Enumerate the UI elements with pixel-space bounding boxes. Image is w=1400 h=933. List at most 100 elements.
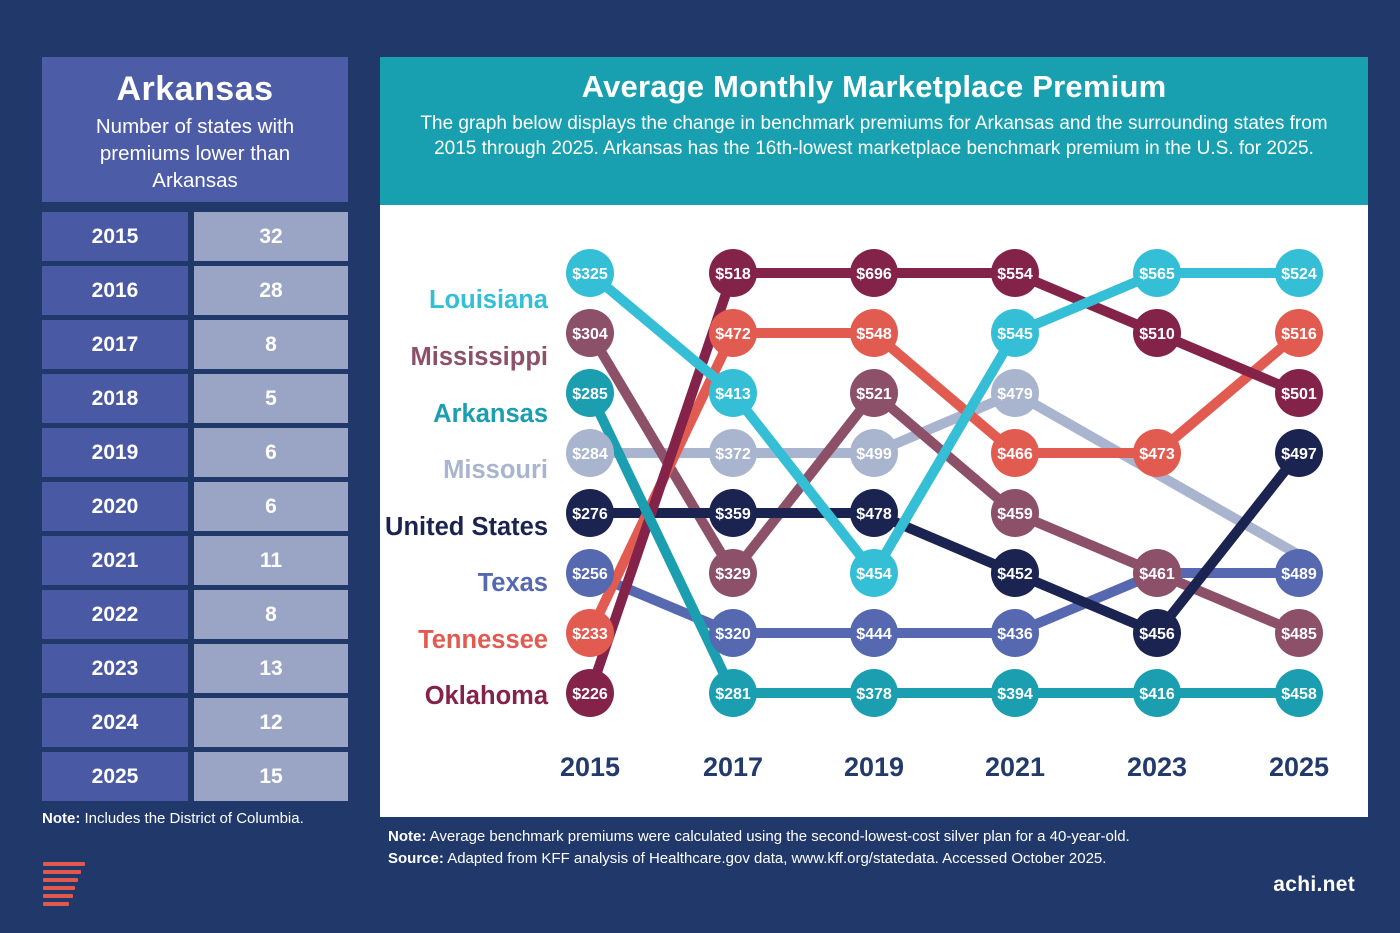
value-label: $497 bbox=[1281, 446, 1317, 463]
marker-louisiana-2021 bbox=[991, 309, 1039, 357]
value-label: $452 bbox=[997, 566, 1033, 583]
count-cell: 8 bbox=[194, 320, 348, 369]
value-label: $461 bbox=[1139, 566, 1175, 583]
value-label: $458 bbox=[1281, 686, 1317, 703]
value-label: $459 bbox=[997, 506, 1033, 523]
value-label: $521 bbox=[856, 386, 892, 403]
states-count-table: 2015 32 2016 28 2017 8 2018 5 2019 6 2020 6 2021 11 20… bbox=[42, 212, 348, 801]
count-cell: 15 bbox=[194, 752, 348, 801]
value-label: $489 bbox=[1281, 566, 1317, 583]
marker-louisiana-2025 bbox=[1275, 249, 1323, 297]
value-label: $359 bbox=[715, 506, 751, 523]
marker-louisiana-2023 bbox=[1133, 249, 1181, 297]
x-tick-2021: 2021 bbox=[985, 752, 1045, 782]
year-cell: 2020 bbox=[42, 482, 188, 531]
marker-missouri-2015 bbox=[566, 429, 614, 477]
note-text: Average benchmark premiums were calculat… bbox=[426, 828, 1130, 845]
marker-louisiana-2017 bbox=[709, 369, 757, 417]
marker-texas-2021 bbox=[991, 609, 1039, 657]
value-label: $499 bbox=[856, 446, 892, 463]
marker-united-states-2025 bbox=[1275, 429, 1323, 477]
series-label-missouri: Missouri bbox=[443, 456, 548, 484]
bump-chart-plot: $284 $372 $499 $479 $256 $320 $444 $436 $489 $304… bbox=[380, 205, 1368, 817]
year-cell: 2017 bbox=[42, 320, 188, 369]
marker-arkansas-2019 bbox=[850, 669, 898, 717]
value-label: $413 bbox=[715, 386, 751, 403]
marker-texas-2017 bbox=[709, 609, 757, 657]
value-label: $554 bbox=[997, 266, 1033, 283]
table-row: 2016 28 bbox=[42, 266, 348, 315]
marker-oklahoma-2025 bbox=[1275, 369, 1323, 417]
count-cell: 5 bbox=[194, 374, 348, 423]
marker-missouri-2019 bbox=[850, 429, 898, 477]
value-label: $696 bbox=[856, 266, 892, 283]
value-label: $325 bbox=[572, 266, 608, 283]
series-label-tennessee: Tennessee bbox=[418, 626, 548, 654]
marker-tennessee-2023 bbox=[1133, 429, 1181, 477]
value-label: $466 bbox=[997, 446, 1033, 463]
value-label: $524 bbox=[1281, 266, 1317, 283]
marker-louisiana-2015 bbox=[566, 249, 614, 297]
value-label: $472 bbox=[715, 326, 751, 343]
year-cell: 2021 bbox=[42, 536, 188, 585]
x-tick-2017: 2017 bbox=[703, 752, 763, 782]
sidebar-title: Arkansas bbox=[116, 70, 274, 108]
achi-logo-icon bbox=[43, 862, 85, 910]
chart-title: Average Monthly Marketplace Premium bbox=[581, 69, 1167, 104]
series-label-oklahoma: Oklahoma bbox=[425, 682, 549, 710]
value-label: $394 bbox=[997, 686, 1033, 703]
marker-united-states-2015 bbox=[566, 489, 614, 537]
count-cell: 6 bbox=[194, 428, 348, 477]
marker-mississippi-2019 bbox=[850, 369, 898, 417]
chart-note-line: Note: Average benchmark premiums were ca… bbox=[388, 826, 1368, 848]
value-label: $548 bbox=[856, 326, 892, 343]
value-label: $378 bbox=[856, 686, 892, 703]
marker-louisiana-2019 bbox=[850, 549, 898, 597]
marker-oklahoma-2021 bbox=[991, 249, 1039, 297]
table-row: 2023 13 bbox=[42, 644, 348, 693]
x-tick-2025: 2025 bbox=[1269, 752, 1329, 782]
value-label: $510 bbox=[1139, 326, 1175, 343]
marker-arkansas-2023 bbox=[1133, 669, 1181, 717]
value-label: $501 bbox=[1281, 386, 1317, 403]
value-label: $285 bbox=[572, 386, 608, 403]
note-label: Note: bbox=[388, 828, 427, 845]
marker-tennessee-2015 bbox=[566, 609, 614, 657]
year-cell: 2025 bbox=[42, 752, 188, 801]
sidebar-note-text: Includes the District of Columbia. bbox=[80, 810, 304, 827]
value-label: $516 bbox=[1281, 326, 1317, 343]
marker-tennessee-2019 bbox=[850, 309, 898, 357]
x-tick-2015: 2015 bbox=[560, 752, 620, 782]
sidebar-header: Arkansas Number of states with premiums … bbox=[42, 57, 348, 202]
count-cell: 12 bbox=[194, 698, 348, 747]
chart-source-line: Source: Adapted from KFF analysis of Hea… bbox=[388, 848, 1368, 870]
count-cell: 6 bbox=[194, 482, 348, 531]
value-label: $256 bbox=[572, 566, 608, 583]
marker-mississippi-2023 bbox=[1133, 549, 1181, 597]
source-text: Adapted from KFF analysis of Healthcare.… bbox=[443, 849, 1107, 867]
marker-oklahoma-2023 bbox=[1133, 309, 1181, 357]
value-label: $329 bbox=[715, 566, 751, 583]
marker-oklahoma-2015 bbox=[566, 669, 614, 717]
marker-united-states-2019 bbox=[850, 489, 898, 537]
table-row: 2020 6 bbox=[42, 482, 348, 531]
table-row: 2024 12 bbox=[42, 698, 348, 747]
year-cell: 2023 bbox=[42, 644, 188, 693]
table-row: 2025 15 bbox=[42, 752, 348, 801]
value-label: $304 bbox=[572, 326, 608, 343]
count-cell: 13 bbox=[194, 644, 348, 693]
marker-texas-2025 bbox=[1275, 549, 1323, 597]
marker-mississippi-2015 bbox=[566, 309, 614, 357]
marker-tennessee-2017 bbox=[709, 309, 757, 357]
value-label: $226 bbox=[572, 686, 608, 703]
marker-mississippi-2021 bbox=[991, 489, 1039, 537]
value-label: $372 bbox=[715, 446, 751, 463]
value-label: $281 bbox=[715, 686, 751, 703]
marker-tennessee-2025 bbox=[1275, 309, 1323, 357]
sidebar-panel: Arkansas Number of states with premiums … bbox=[42, 57, 348, 827]
value-label: $454 bbox=[856, 566, 892, 583]
marker-mississippi-2017 bbox=[709, 549, 757, 597]
count-cell: 8 bbox=[194, 590, 348, 639]
marker-missouri-2017 bbox=[709, 429, 757, 477]
